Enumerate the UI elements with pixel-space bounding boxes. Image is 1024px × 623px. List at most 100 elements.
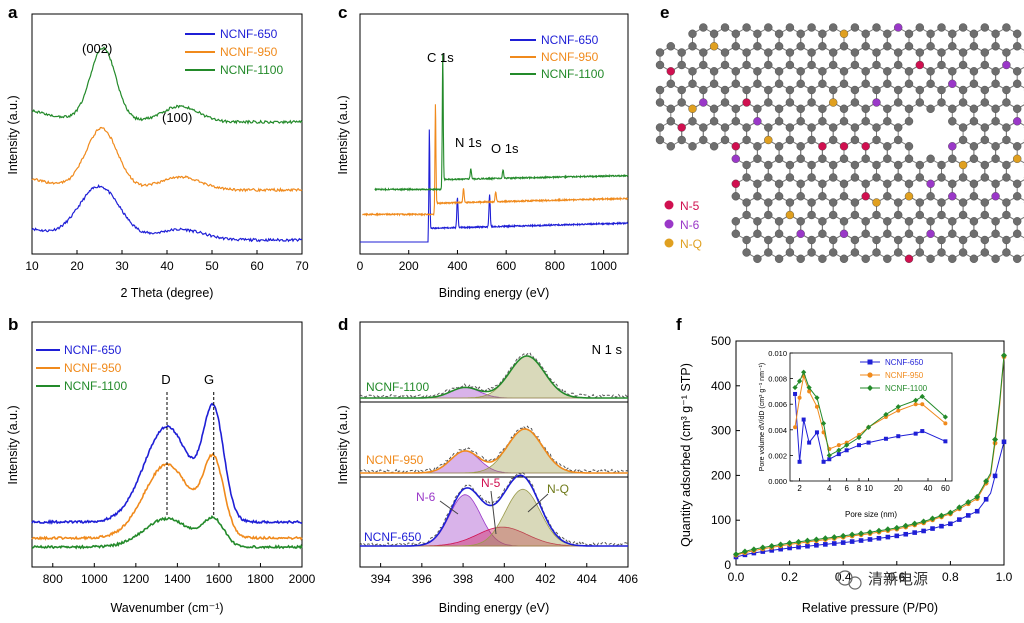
xps-line-ncnf-650 [360, 129, 629, 243]
nq-atom [709, 42, 719, 51]
nq-atom [764, 135, 773, 145]
legend-c-950: NCNF-950 [541, 50, 599, 64]
panel-c-axes [359, 13, 629, 255]
carbon-atom [969, 217, 979, 226]
isotherm-point [893, 524, 900, 531]
carbon-atom [818, 192, 827, 201]
legend-nq-dot [664, 238, 674, 248]
panel-a-label: a [8, 3, 18, 22]
isotherm-point [849, 539, 855, 544]
carbon-atom [666, 42, 675, 51]
carbon-atom [969, 117, 979, 126]
carbon-atom [894, 198, 903, 207]
carbon-atom [731, 104, 740, 114]
carbon-atom [883, 104, 892, 114]
inset-ytick-label: 0.010 [768, 349, 787, 358]
n6-atom [731, 154, 740, 164]
n6-atom [796, 229, 805, 239]
carbon-atom [1002, 135, 1011, 145]
carbon-atom [720, 23, 730, 32]
inset-point [896, 408, 901, 413]
panel-b-band-lines [166, 392, 215, 515]
isotherm-point [1001, 352, 1007, 359]
carbon-atom [883, 192, 892, 201]
inset-point [801, 417, 806, 422]
carbon-atom [894, 98, 903, 107]
carbon-atom [839, 67, 849, 76]
legend-a-650: NCNF-650 [220, 27, 278, 41]
carbon-atom [1002, 123, 1011, 132]
annot-n6: N-6 [416, 490, 436, 504]
isotherm-point [903, 531, 909, 537]
inset-point [807, 440, 812, 445]
legend-nq: N-Q [680, 237, 702, 251]
inset-point [866, 440, 871, 445]
inset-point [883, 411, 889, 418]
carbon-atom [764, 60, 773, 70]
panel-a-ylabel: Intensity (a.u.) [6, 95, 20, 174]
inset-point [826, 452, 832, 458]
carbon-atom [883, 142, 892, 151]
carbon-atom [883, 154, 892, 164]
carbon-atom [753, 192, 762, 201]
carbon-atom [861, 42, 870, 51]
carbon-atom [753, 254, 762, 263]
legend-c-1100: NCNF-1100 [541, 67, 604, 81]
legend-f-950: NCNF-950 [885, 371, 924, 380]
band-g-label: G [204, 372, 214, 387]
panel-b-lines [31, 402, 303, 550]
carbon-atom [742, 123, 751, 132]
raman-line-ncnf-1100 [31, 515, 303, 550]
isotherm-point [831, 534, 838, 541]
panel-b-ylabel: Intensity (a.u.) [6, 405, 20, 484]
isotherm-point [957, 517, 962, 522]
carbon-atom [829, 198, 838, 207]
carbon-atom [818, 154, 827, 164]
inset-xtick-label: 60 [941, 484, 950, 493]
carbon-atom [872, 85, 881, 95]
isotherm-point [974, 508, 980, 514]
inset-point [793, 425, 798, 430]
isotherm-point [992, 436, 999, 443]
carbon-atom [937, 48, 946, 57]
n5-atom [861, 192, 870, 201]
carbon-atom [699, 60, 708, 70]
watermark: 清新电源 [837, 570, 928, 590]
panel-f-xtick-label: 0.6 [888, 570, 905, 584]
carbon-atom [742, 173, 751, 182]
isotherm-point [795, 538, 802, 545]
isotherm-point [733, 551, 739, 558]
watermark-text: 清新电源 [868, 571, 928, 588]
carbon-atom [829, 60, 838, 70]
isotherm-point [965, 513, 971, 518]
carbon-atom [904, 117, 914, 126]
carbon-atom [861, 67, 870, 76]
carbon-atom [764, 235, 773, 245]
panel-b-xtick-label: 2000 [289, 572, 316, 586]
isotherm-point [983, 496, 989, 502]
carbon-atom [753, 179, 762, 189]
n6-atom [1002, 60, 1011, 70]
carbon-atom [894, 60, 903, 70]
carbon-atom [807, 85, 816, 95]
panel-d-ticks: 394 396 398 400 402 404 406 [371, 563, 638, 586]
carbon-atom [709, 67, 719, 76]
carbon-atom [861, 79, 870, 89]
nq-atom [904, 192, 914, 201]
n6-atom [926, 179, 935, 189]
carbon-atom [969, 29, 979, 38]
legend-n6: N-6 [680, 218, 700, 232]
carbon-atom [774, 217, 784, 226]
carbon-atom [850, 85, 860, 95]
carbon-atom [1002, 248, 1011, 257]
carbon-atom [764, 210, 773, 220]
carbon-atom [785, 173, 795, 182]
n5-atom [742, 98, 751, 107]
carbon-atom [980, 248, 989, 257]
carbon-atom [807, 160, 816, 170]
isotherm-point [858, 530, 865, 537]
nq-atom [872, 198, 881, 207]
carbon-atom [1013, 179, 1022, 189]
carbon-atom [742, 235, 751, 245]
carbon-atom [883, 229, 892, 239]
